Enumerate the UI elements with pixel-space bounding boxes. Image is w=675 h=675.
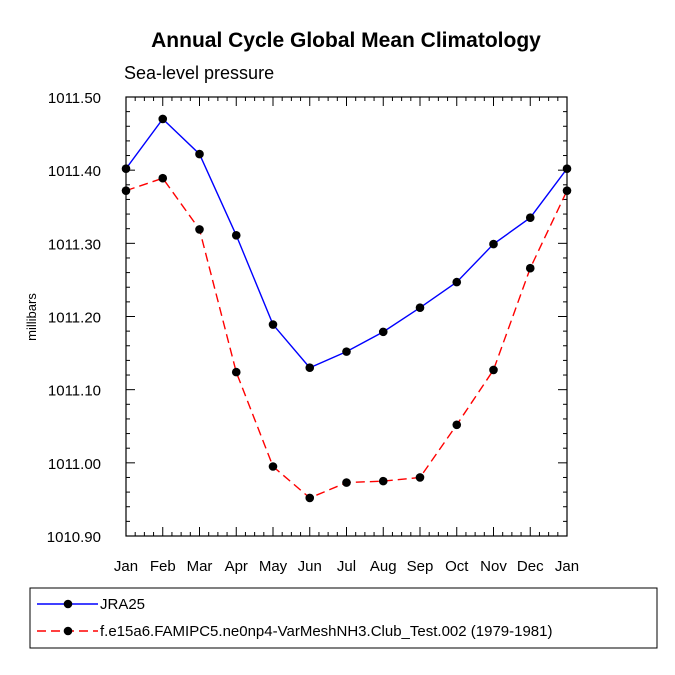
legend-label-1: JRA25: [100, 596, 145, 613]
data-point: [305, 363, 315, 373]
data-point: [562, 164, 572, 174]
x-tick-label: Aug: [370, 558, 397, 575]
data-point: [525, 213, 535, 223]
x-tick-label: Sep: [407, 558, 434, 575]
y-tick-label: 1011.20: [48, 310, 101, 327]
data-point: [489, 365, 498, 375]
data-point: [452, 420, 462, 430]
data-point: [525, 263, 535, 273]
data-point: [231, 230, 241, 240]
legend-marker-1: [63, 599, 73, 609]
x-tick-label: Jan: [114, 558, 138, 575]
x-axis: Jan Feb Mar Apr May Jun Jul Aug Sep Oct Nov Dec Jan: [114, 97, 579, 575]
data-point: [305, 493, 315, 503]
series-lines: [125, 117, 568, 499]
x-tick-label: Oct: [445, 558, 469, 575]
data-point: [415, 303, 425, 313]
y-tick-label: 1011.10: [48, 383, 101, 400]
y-tick-label: 1011.40: [48, 163, 101, 180]
x-tick-label: May: [259, 558, 288, 575]
series-line-1: [125, 117, 568, 369]
data-point: [231, 367, 241, 377]
x-tick-label: Apr: [225, 558, 248, 575]
legend: JRA25 f.e15a6.FAMIPC5.ne0np4-VarMeshNH3.C…: [37, 596, 552, 640]
data-point: [342, 347, 351, 356]
data-point: [268, 462, 278, 471]
data-point: [195, 149, 204, 159]
legend-marker-2: [63, 626, 73, 636]
plot-frame: [125, 96, 568, 537]
data-point: [452, 277, 462, 287]
data-point: [121, 186, 131, 195]
data-point: [121, 164, 131, 174]
data-point: [195, 225, 204, 234]
series-line-2: [125, 177, 568, 499]
x-tick-label: Nov: [480, 558, 507, 575]
x-tick-label: Feb: [150, 558, 176, 575]
series-points: [121, 114, 572, 503]
data-point: [415, 473, 425, 482]
chart-title: Annual Cycle Global Mean Climatology: [151, 29, 541, 52]
data-point: [378, 476, 388, 486]
plot-border: [125, 96, 568, 537]
data-point: [378, 327, 388, 337]
data-point: [268, 320, 278, 329]
y-tick-label: 1010.90: [47, 529, 101, 546]
legend-box: [29, 587, 658, 649]
y-tick-label: 1011.50: [48, 90, 101, 107]
y-axis: 1010.90 1011.00 1011.10 1011.20 1011.30 1011.…: [47, 90, 567, 546]
x-tick-label: Dec: [517, 558, 544, 575]
legend-label-2: f.e15a6.FAMIPC5.ne0np4-VarMeshNH3.Club_T…: [100, 623, 552, 640]
x-tick-label: Jan: [555, 558, 579, 575]
chart-subtitle: Sea-level pressure: [124, 63, 274, 83]
data-point: [489, 239, 498, 249]
data-point: [158, 173, 168, 183]
data-point: [562, 186, 572, 195]
y-tick-label: 1011.30: [48, 236, 101, 253]
x-tick-label: Jun: [298, 558, 322, 575]
y-axis-label: millibars: [24, 293, 39, 341]
data-point: [342, 478, 351, 487]
y-tick-label: 1011.00: [48, 456, 101, 473]
x-tick-label: Jul: [337, 558, 356, 575]
data-point: [158, 114, 168, 124]
x-tick-label: Mar: [187, 558, 213, 575]
